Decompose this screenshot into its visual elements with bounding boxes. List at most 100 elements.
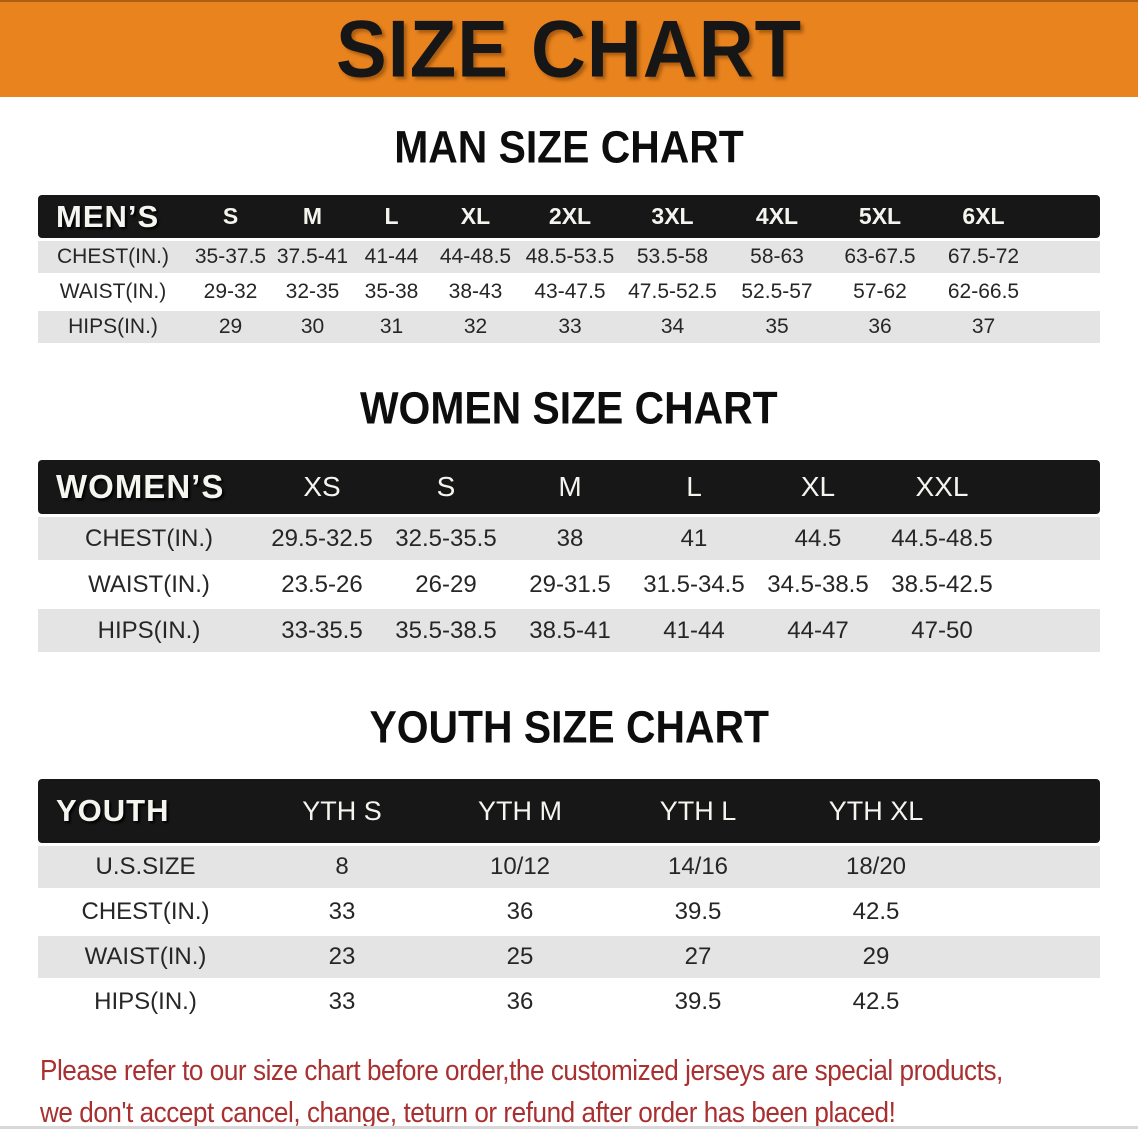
size-value-cell: 23 xyxy=(253,936,431,978)
size-value-cell: 37 xyxy=(931,311,1036,343)
mens-header-row: MEN’S S M L XL 2XL 3XL 4XL 5XL 6XL xyxy=(38,195,1100,238)
size-column-header: 2XL xyxy=(520,195,620,238)
size-value-cell: 39.5 xyxy=(609,891,787,933)
row-label: CHEST(IN.) xyxy=(38,517,260,560)
size-value-cell: 8 xyxy=(253,846,431,888)
size-value-cell: 44.5-48.5 xyxy=(880,517,1004,560)
size-value-cell: 18/20 xyxy=(787,846,965,888)
size-value-cell: 43-47.5 xyxy=(520,276,620,308)
row-label: HIPS(IN.) xyxy=(38,981,253,1023)
size-column-header: YTH M xyxy=(431,779,609,843)
measurement-row-chest: CHEST(IN.) 29.5-32.5 32.5-35.5 38 41 44.… xyxy=(38,517,1100,560)
row-label: HIPS(IN.) xyxy=(38,311,188,343)
spacer-cell xyxy=(1036,276,1100,308)
size-value-cell: 38.5-41 xyxy=(508,609,632,652)
size-column-header: XXL xyxy=(880,460,1004,514)
size-value-cell: 42.5 xyxy=(787,891,965,933)
spacer-cell xyxy=(965,891,1100,933)
size-value-cell: 31 xyxy=(352,311,431,343)
size-value-cell: 67.5-72 xyxy=(931,241,1036,273)
spacer-cell xyxy=(1004,563,1100,606)
size-chart-banner: SIZE CHART xyxy=(0,0,1138,97)
mens-group-label: MEN’S xyxy=(38,195,188,238)
size-value-cell: 33 xyxy=(520,311,620,343)
size-value-cell: 33-35.5 xyxy=(260,609,384,652)
size-value-cell: 58-63 xyxy=(725,241,829,273)
spacer-cell xyxy=(965,779,1100,843)
size-value-cell: 34 xyxy=(620,311,725,343)
size-value-cell: 44-48.5 xyxy=(431,241,520,273)
measurement-row-chest: CHEST(IN.) 33 36 39.5 42.5 xyxy=(38,891,1100,933)
size-value-cell: 44.5 xyxy=(756,517,880,560)
measurement-row-waist: WAIST(IN.) 23.5-26 26-29 29-31.5 31.5-34… xyxy=(38,563,1100,606)
footer-notice: Please refer to our size chart before or… xyxy=(40,1050,1138,1134)
size-column-header: YTH L xyxy=(609,779,787,843)
size-value-cell: 38-43 xyxy=(431,276,520,308)
size-value-cell: 42.5 xyxy=(787,981,965,1023)
size-column-header: 6XL xyxy=(931,195,1036,238)
measurement-row-hips: HIPS(IN.) 33 36 39.5 42.5 xyxy=(38,981,1100,1023)
size-column-header: M xyxy=(508,460,632,514)
notice-line-1: Please refer to our size chart before or… xyxy=(40,1055,1003,1087)
row-label: CHEST(IN.) xyxy=(38,891,253,933)
spacer-cell xyxy=(1004,517,1100,560)
size-column-header: L xyxy=(352,195,431,238)
size-value-cell: 35-37.5 xyxy=(188,241,273,273)
size-column-header: 5XL xyxy=(829,195,931,238)
size-value-cell: 35 xyxy=(725,311,829,343)
row-label: U.S.SIZE xyxy=(38,846,253,888)
size-value-cell: 63-67.5 xyxy=(829,241,931,273)
size-value-cell: 10/12 xyxy=(431,846,609,888)
youth-group-label: YOUTH xyxy=(38,779,253,843)
size-value-cell: 36 xyxy=(431,981,609,1023)
size-value-cell: 44-47 xyxy=(756,609,880,652)
size-column-header: S xyxy=(188,195,273,238)
spacer-cell xyxy=(1036,195,1100,238)
size-value-cell: 25 xyxy=(431,936,609,978)
size-column-header: YTH S xyxy=(253,779,431,843)
size-value-cell: 29 xyxy=(787,936,965,978)
size-value-cell: 31.5-34.5 xyxy=(632,563,756,606)
size-value-cell: 32-35 xyxy=(273,276,352,308)
size-column-header: XL xyxy=(756,460,880,514)
size-value-cell: 52.5-57 xyxy=(725,276,829,308)
size-value-cell: 30 xyxy=(273,311,352,343)
youth-size-table: YOUTH YTH S YTH M YTH L YTH XL U.S.SIZE … xyxy=(38,776,1100,1026)
spacer-cell xyxy=(1004,460,1100,514)
row-label: HIPS(IN.) xyxy=(38,609,260,652)
size-value-cell: 34.5-38.5 xyxy=(756,563,880,606)
spacer-cell xyxy=(965,981,1100,1023)
size-value-cell: 41 xyxy=(632,517,756,560)
size-value-cell: 39.5 xyxy=(609,981,787,1023)
size-column-header: M xyxy=(273,195,352,238)
size-value-cell: 35.5-38.5 xyxy=(384,609,508,652)
size-value-cell: 14/16 xyxy=(609,846,787,888)
size-value-cell: 62-66.5 xyxy=(931,276,1036,308)
size-value-cell: 47-50 xyxy=(880,609,1004,652)
measurement-row-us-size: U.S.SIZE 8 10/12 14/16 18/20 xyxy=(38,846,1100,888)
row-label: WAIST(IN.) xyxy=(38,563,260,606)
size-value-cell: 48.5-53.5 xyxy=(520,241,620,273)
spacer-cell xyxy=(1036,311,1100,343)
womens-size-table: WOMEN’S XS S M L XL XXL CHEST(IN.) 29.5-… xyxy=(38,457,1100,655)
size-value-cell: 36 xyxy=(829,311,931,343)
man-size-chart-heading: MAN SIZE CHART xyxy=(394,122,744,174)
size-value-cell: 29 xyxy=(188,311,273,343)
row-label: WAIST(IN.) xyxy=(38,276,188,308)
measurement-row-hips: HIPS(IN.) 29 30 31 32 33 34 35 36 37 xyxy=(38,311,1100,343)
youth-header-row: YOUTH YTH S YTH M YTH L YTH XL xyxy=(38,779,1100,843)
size-value-cell: 32.5-35.5 xyxy=(384,517,508,560)
size-column-header: S xyxy=(384,460,508,514)
size-value-cell: 38.5-42.5 xyxy=(880,563,1004,606)
measurement-row-waist: WAIST(IN.) 29-32 32-35 35-38 38-43 43-47… xyxy=(38,276,1100,308)
women-size-chart-heading: WOMEN SIZE CHART xyxy=(360,383,778,435)
size-value-cell: 27 xyxy=(609,936,787,978)
row-label: WAIST(IN.) xyxy=(38,936,253,978)
size-column-header: XL xyxy=(431,195,520,238)
size-value-cell: 57-62 xyxy=(829,276,931,308)
notice-line-2: we don't accept cancel, change, teturn o… xyxy=(40,1097,896,1129)
size-value-cell: 37.5-41 xyxy=(273,241,352,273)
size-value-cell: 35-38 xyxy=(352,276,431,308)
size-value-cell: 53.5-58 xyxy=(620,241,725,273)
womens-header-row: WOMEN’S XS S M L XL XXL xyxy=(38,460,1100,514)
